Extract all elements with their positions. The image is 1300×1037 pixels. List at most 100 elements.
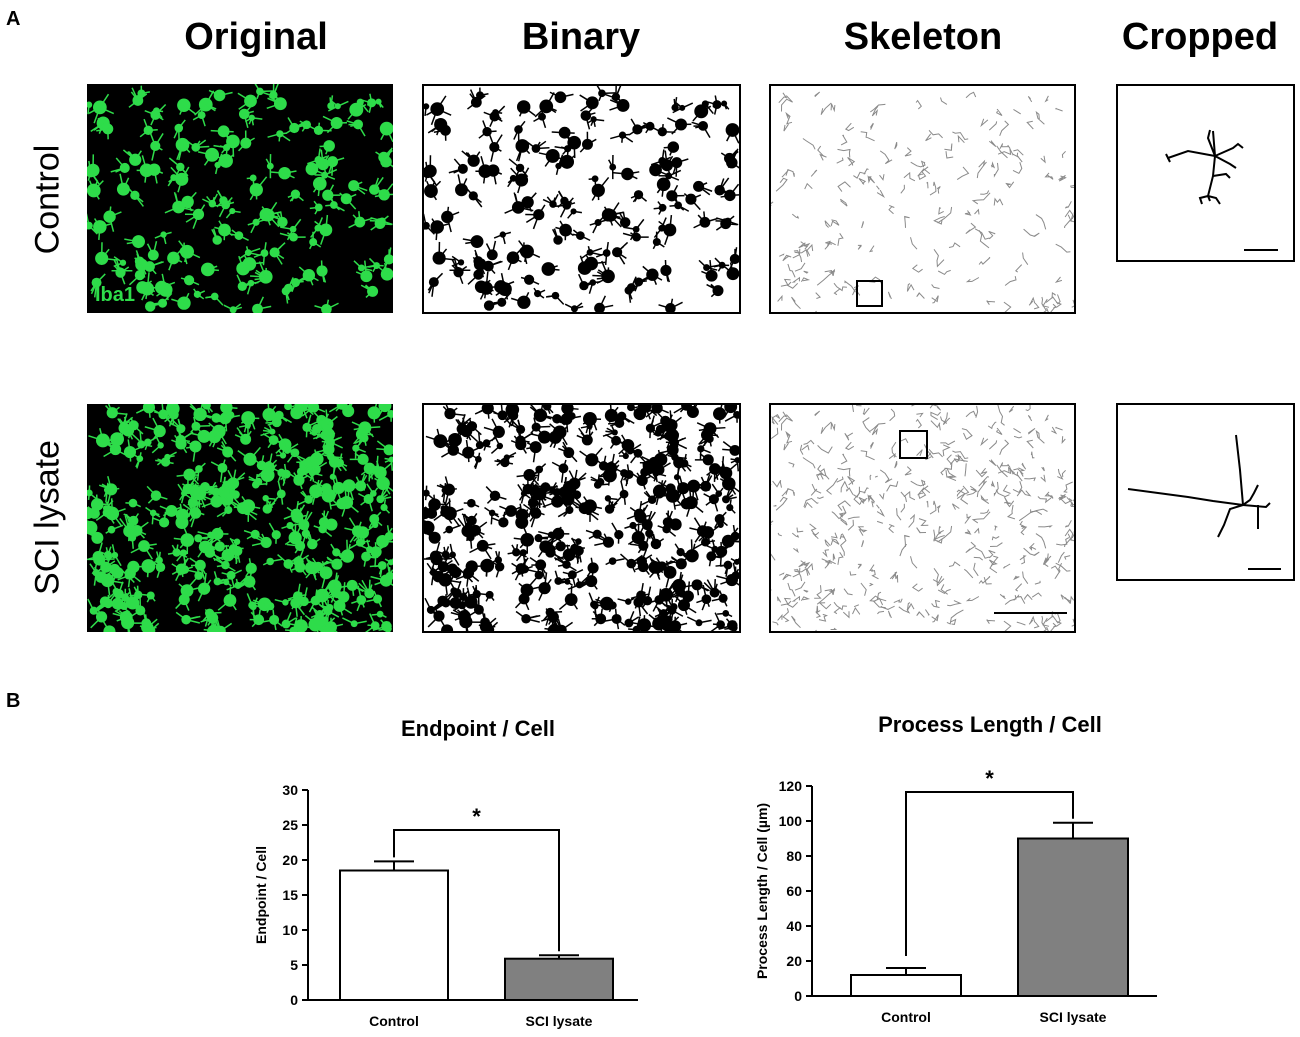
cell-blob bbox=[432, 241, 455, 265]
skeleton-segment bbox=[830, 422, 836, 432]
cell-blob bbox=[449, 257, 471, 274]
skeleton-segment bbox=[773, 504, 777, 507]
skeleton-segment bbox=[1022, 252, 1029, 265]
skeleton-segment bbox=[1045, 294, 1061, 305]
skeleton-segment bbox=[869, 595, 884, 606]
cell-blob bbox=[144, 417, 166, 441]
cell-blob bbox=[273, 468, 286, 484]
cell-blob bbox=[185, 440, 202, 462]
cell-blob bbox=[344, 517, 364, 543]
skeleton-segment bbox=[1037, 496, 1052, 504]
cell-blob bbox=[366, 98, 384, 109]
cell-blob bbox=[663, 141, 680, 156]
skeleton-segment bbox=[886, 481, 899, 492]
cell-blob bbox=[586, 116, 605, 127]
cell-blob bbox=[211, 228, 222, 245]
skeleton-segment bbox=[1004, 275, 1017, 286]
skeleton-segment bbox=[1020, 525, 1028, 536]
skeleton-segment bbox=[978, 256, 991, 265]
skeleton-segment bbox=[1050, 565, 1061, 573]
cell-blob bbox=[105, 404, 127, 419]
skeleton-segment bbox=[973, 556, 984, 561]
cell-blob bbox=[611, 86, 625, 105]
cell-blob bbox=[591, 176, 610, 201]
cell-blob bbox=[641, 510, 656, 539]
cell-blob bbox=[693, 211, 719, 229]
cell-blob bbox=[351, 585, 367, 612]
cell-blob bbox=[714, 177, 735, 196]
cell-blob bbox=[650, 149, 672, 174]
cell-blob bbox=[726, 499, 736, 514]
skeleton-segment bbox=[936, 525, 953, 543]
cell-blob bbox=[572, 229, 591, 242]
skeleton-segment bbox=[911, 583, 923, 592]
skeleton-segment bbox=[989, 555, 999, 574]
skeleton-segment bbox=[802, 138, 816, 150]
cell-blob bbox=[673, 405, 692, 414]
skeleton-segment bbox=[879, 469, 893, 484]
skeleton-segment bbox=[840, 453, 848, 465]
skeleton-segment bbox=[786, 433, 793, 444]
skeleton-segment bbox=[1008, 466, 1016, 474]
cell-blob bbox=[156, 451, 177, 466]
skeleton-segment bbox=[781, 414, 793, 431]
skeleton-segment bbox=[836, 157, 844, 164]
cell-blob bbox=[284, 277, 298, 293]
cell-blob bbox=[149, 131, 164, 161]
cell-blob bbox=[237, 446, 261, 466]
cell-blob bbox=[541, 608, 559, 626]
skeleton-segment bbox=[1054, 562, 1063, 580]
skeleton-segment bbox=[1055, 426, 1063, 431]
cell-blob bbox=[571, 538, 582, 554]
cell-blob bbox=[321, 409, 338, 431]
cell-blob bbox=[515, 610, 541, 624]
cell-blob bbox=[553, 556, 577, 572]
skeleton-segment bbox=[837, 233, 844, 246]
skeleton-segment bbox=[844, 432, 854, 441]
skeleton-segment bbox=[1041, 615, 1047, 631]
cell-blob bbox=[629, 471, 651, 490]
cell-blob bbox=[87, 485, 98, 500]
cell-blob bbox=[551, 459, 569, 483]
cell-blob bbox=[116, 173, 130, 196]
skeleton-segment bbox=[999, 439, 1010, 455]
cell-blob bbox=[562, 569, 584, 587]
cell-blob bbox=[175, 508, 189, 535]
cell-blob bbox=[111, 257, 133, 275]
cell-blob bbox=[494, 550, 503, 571]
cell-blob bbox=[260, 425, 276, 437]
cell-blob bbox=[164, 404, 179, 427]
y-axis-label: Endpoint / Cell bbox=[253, 846, 269, 944]
cell-blob bbox=[630, 190, 648, 203]
cell-blob bbox=[701, 259, 718, 282]
skeleton-segment bbox=[1016, 489, 1032, 497]
cell-blob bbox=[314, 299, 339, 313]
skeleton-segment bbox=[1005, 500, 1015, 508]
y-tick-label: 60 bbox=[786, 883, 802, 899]
skeleton-segment bbox=[814, 410, 821, 417]
cell-blob bbox=[372, 619, 392, 632]
skeleton-segment bbox=[900, 503, 905, 513]
skeleton-segment bbox=[858, 496, 867, 504]
cell-blob bbox=[315, 443, 335, 462]
skeleton-segment bbox=[777, 294, 783, 302]
cell-blob bbox=[221, 569, 243, 587]
skeleton-segment bbox=[876, 189, 886, 198]
row-label-sci-lysate: SCI lysate bbox=[28, 440, 67, 595]
skeleton-segment bbox=[924, 609, 930, 616]
skeleton-segment bbox=[775, 496, 788, 511]
cell-blob bbox=[327, 95, 335, 110]
cell-blob bbox=[310, 449, 324, 469]
skeleton-segment bbox=[801, 444, 810, 451]
skeleton-segment bbox=[918, 166, 929, 181]
cell-blob bbox=[712, 100, 730, 110]
cell-blob bbox=[464, 513, 477, 537]
cell-blob bbox=[87, 154, 100, 177]
cell-blob bbox=[289, 404, 314, 419]
significance-bracket bbox=[905, 791, 1074, 956]
cell-blob bbox=[238, 130, 255, 152]
cell-blob bbox=[145, 506, 161, 525]
skeleton-segment bbox=[957, 134, 965, 144]
skeleton-segment bbox=[1070, 505, 1074, 507]
skeleton-segment bbox=[999, 120, 1010, 136]
